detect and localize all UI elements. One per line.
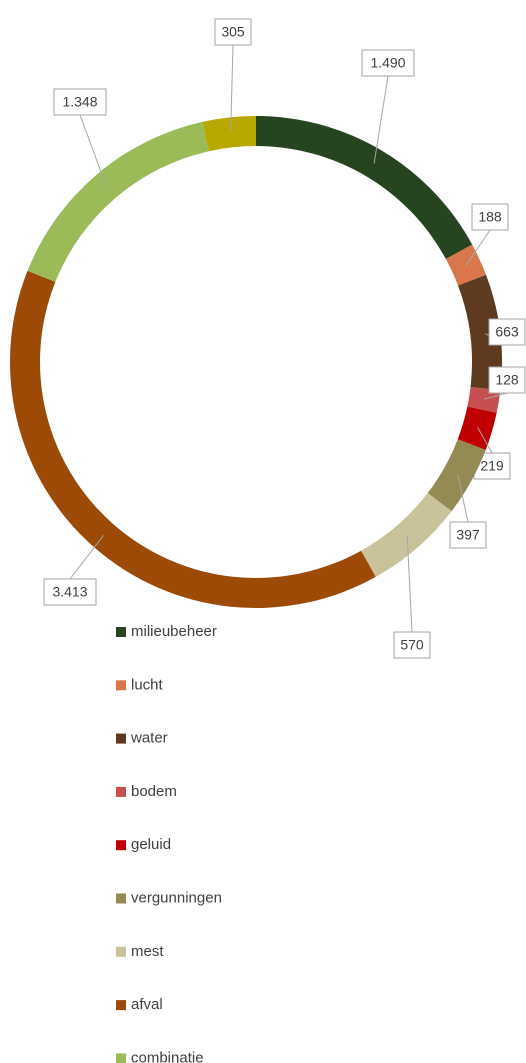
leader-line [465, 229, 491, 267]
label-box [53, 88, 107, 116]
data-label: 305 [221, 24, 245, 40]
legend-swatch [116, 680, 126, 691]
legend-swatch [116, 733, 126, 744]
legend-label: mest [131, 943, 164, 960]
data-label: 128 [495, 372, 519, 388]
donut-segment [202, 116, 256, 152]
label-box [449, 521, 487, 549]
donut-segment [256, 116, 473, 259]
legend-swatch [116, 946, 126, 957]
data-label: 219 [480, 458, 504, 474]
legend-label: water [130, 730, 168, 747]
leader-line [373, 75, 389, 164]
legend-swatch [116, 627, 126, 637]
data-label: 663 [495, 324, 519, 340]
legend-label: afval [131, 996, 163, 1013]
leader-line [477, 427, 493, 454]
legend-swatch [116, 1053, 126, 1063]
donut-segment [27, 121, 209, 282]
leader-line [457, 474, 469, 523]
label-box [488, 366, 526, 394]
label-box [361, 49, 415, 77]
label-box [43, 578, 97, 606]
label-box [471, 203, 509, 231]
legend-swatch [116, 1000, 126, 1011]
data-label: 1.348 [62, 94, 97, 110]
label-box [214, 18, 252, 46]
leader-line [79, 114, 107, 187]
legend-label: vergunningen [131, 889, 222, 906]
donut-segment [457, 406, 497, 450]
leader-line [230, 44, 234, 133]
data-label: 570 [400, 637, 424, 653]
data-label: 188 [478, 209, 502, 225]
donut-segment [458, 274, 502, 391]
legend-swatch [116, 893, 126, 904]
legend-swatch [116, 786, 126, 797]
legend-label: bodem [131, 783, 177, 800]
label-box [393, 631, 431, 659]
legend-label: milieubeheer [131, 623, 217, 640]
data-label: 1.490 [370, 55, 405, 71]
legend-label: combinatie [131, 1049, 204, 1063]
legend-swatch [116, 840, 126, 851]
data-label: 3.413 [52, 584, 87, 600]
leader-line [69, 535, 104, 580]
legend-label: lucht [131, 676, 164, 693]
label-box [488, 318, 526, 346]
donut-segment [9, 270, 376, 608]
leader-line [483, 392, 508, 400]
donut-segment [361, 493, 452, 577]
leader-line [406, 536, 413, 633]
donut-segment [427, 439, 486, 512]
data-label: 397 [456, 527, 480, 543]
legend-label: geluid [131, 836, 171, 853]
